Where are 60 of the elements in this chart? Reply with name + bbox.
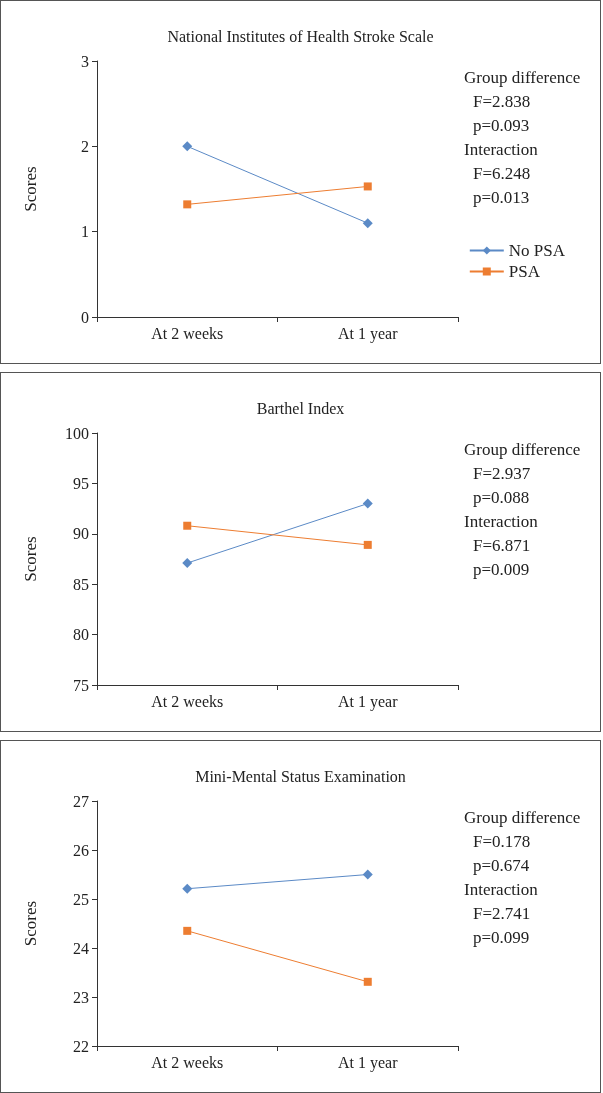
- y-tick-label: 2: [81, 137, 89, 155]
- y-axis-title: Scores: [21, 166, 40, 212]
- y-tick-label: 1: [81, 223, 89, 241]
- text: p=0.674: [473, 856, 530, 875]
- text: p=0.099: [473, 928, 530, 947]
- point: [362, 869, 373, 880]
- x-tick-label: At 1 year: [337, 692, 399, 711]
- point: [362, 218, 373, 229]
- point: [183, 926, 192, 935]
- y-tick-label: 25: [73, 890, 89, 908]
- chart-title: National Institutes of Health Stroke Scale: [167, 27, 434, 45]
- text: F=6.871: [473, 536, 531, 555]
- point: [362, 498, 373, 509]
- point: [183, 521, 192, 530]
- x-tick-label: At 1 year: [337, 324, 399, 343]
- y-tick-label: 0: [81, 308, 89, 326]
- chart-title: Barthel Index: [256, 399, 345, 417]
- text: p=0.093: [473, 116, 530, 135]
- text: F=2.937: [473, 464, 531, 483]
- y-tick-label: 27: [73, 792, 89, 810]
- x-tick-label: At 2 weeks: [151, 324, 224, 342]
- text: Group difference: [464, 808, 581, 827]
- y-tick-label: 26: [73, 841, 89, 859]
- y-tick-label: 95: [73, 474, 89, 492]
- y-axis-title: Scores: [21, 536, 40, 582]
- y-tick-label: 85: [73, 575, 89, 593]
- text: F=6.248: [473, 164, 531, 183]
- point: [363, 182, 372, 191]
- legend-label: No PSA: [508, 241, 566, 260]
- text: p=0.013: [473, 188, 530, 207]
- point: [363, 540, 372, 549]
- y-tick-label: 90: [73, 525, 89, 543]
- x-tick-label: At 1 year: [337, 1053, 399, 1072]
- y-tick-label: 75: [73, 676, 89, 694]
- point: [183, 200, 192, 209]
- y-tick-label: 24: [73, 939, 89, 957]
- text: F=2.838: [473, 92, 531, 111]
- text: F=0.178: [473, 832, 531, 851]
- point: [363, 977, 372, 986]
- text: Interaction: [464, 512, 539, 531]
- legend-label: PSA: [508, 262, 541, 281]
- text: F=2.741: [473, 904, 531, 923]
- chart-title: Mini-Mental Status Examination: [195, 767, 406, 785]
- y-tick-label: 100: [65, 424, 89, 442]
- y-tick-label: 3: [81, 52, 89, 70]
- text: p=0.088: [473, 488, 530, 507]
- point: [182, 141, 193, 152]
- point: [182, 558, 193, 569]
- text: p=0.009: [473, 560, 530, 579]
- y-tick-label: 80: [73, 626, 89, 644]
- y-tick-label: 23: [73, 988, 89, 1006]
- text: Group difference: [464, 68, 581, 87]
- text: Group difference: [464, 440, 581, 459]
- y-tick-label: 22: [73, 1037, 89, 1055]
- x-tick-label: At 2 weeks: [151, 692, 224, 710]
- text: Interaction: [464, 880, 539, 899]
- point: [182, 883, 193, 894]
- y-axis-title: Scores: [21, 900, 40, 947]
- x-tick-label: At 2 weeks: [151, 1053, 224, 1071]
- text: Interaction: [464, 140, 539, 159]
